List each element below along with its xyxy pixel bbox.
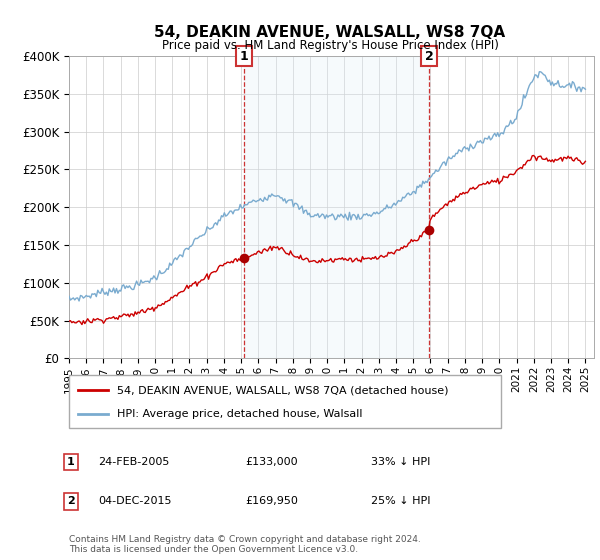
Text: Price paid vs. HM Land Registry's House Price Index (HPI): Price paid vs. HM Land Registry's House … — [161, 39, 499, 52]
Text: 2: 2 — [67, 496, 74, 506]
Text: 1: 1 — [239, 49, 248, 63]
Text: £133,000: £133,000 — [245, 457, 298, 467]
Text: 33% ↓ HPI: 33% ↓ HPI — [371, 457, 430, 467]
Text: £169,950: £169,950 — [245, 496, 298, 506]
Text: HPI: Average price, detached house, Walsall: HPI: Average price, detached house, Wals… — [116, 408, 362, 418]
Text: Contains HM Land Registry data © Crown copyright and database right 2024.
This d: Contains HM Land Registry data © Crown c… — [69, 535, 421, 554]
Text: 54, DEAKIN AVENUE, WALSALL, WS8 7QA: 54, DEAKIN AVENUE, WALSALL, WS8 7QA — [154, 25, 506, 40]
Text: 2: 2 — [425, 49, 433, 63]
FancyBboxPatch shape — [69, 375, 501, 428]
Text: 04-DEC-2015: 04-DEC-2015 — [98, 496, 172, 506]
Text: 24-FEB-2005: 24-FEB-2005 — [98, 457, 169, 467]
Bar — [244, 56, 429, 358]
Text: 54, DEAKIN AVENUE, WALSALL, WS8 7QA (detached house): 54, DEAKIN AVENUE, WALSALL, WS8 7QA (det… — [116, 385, 448, 395]
Text: 1: 1 — [67, 457, 74, 467]
Text: 25% ↓ HPI: 25% ↓ HPI — [371, 496, 430, 506]
